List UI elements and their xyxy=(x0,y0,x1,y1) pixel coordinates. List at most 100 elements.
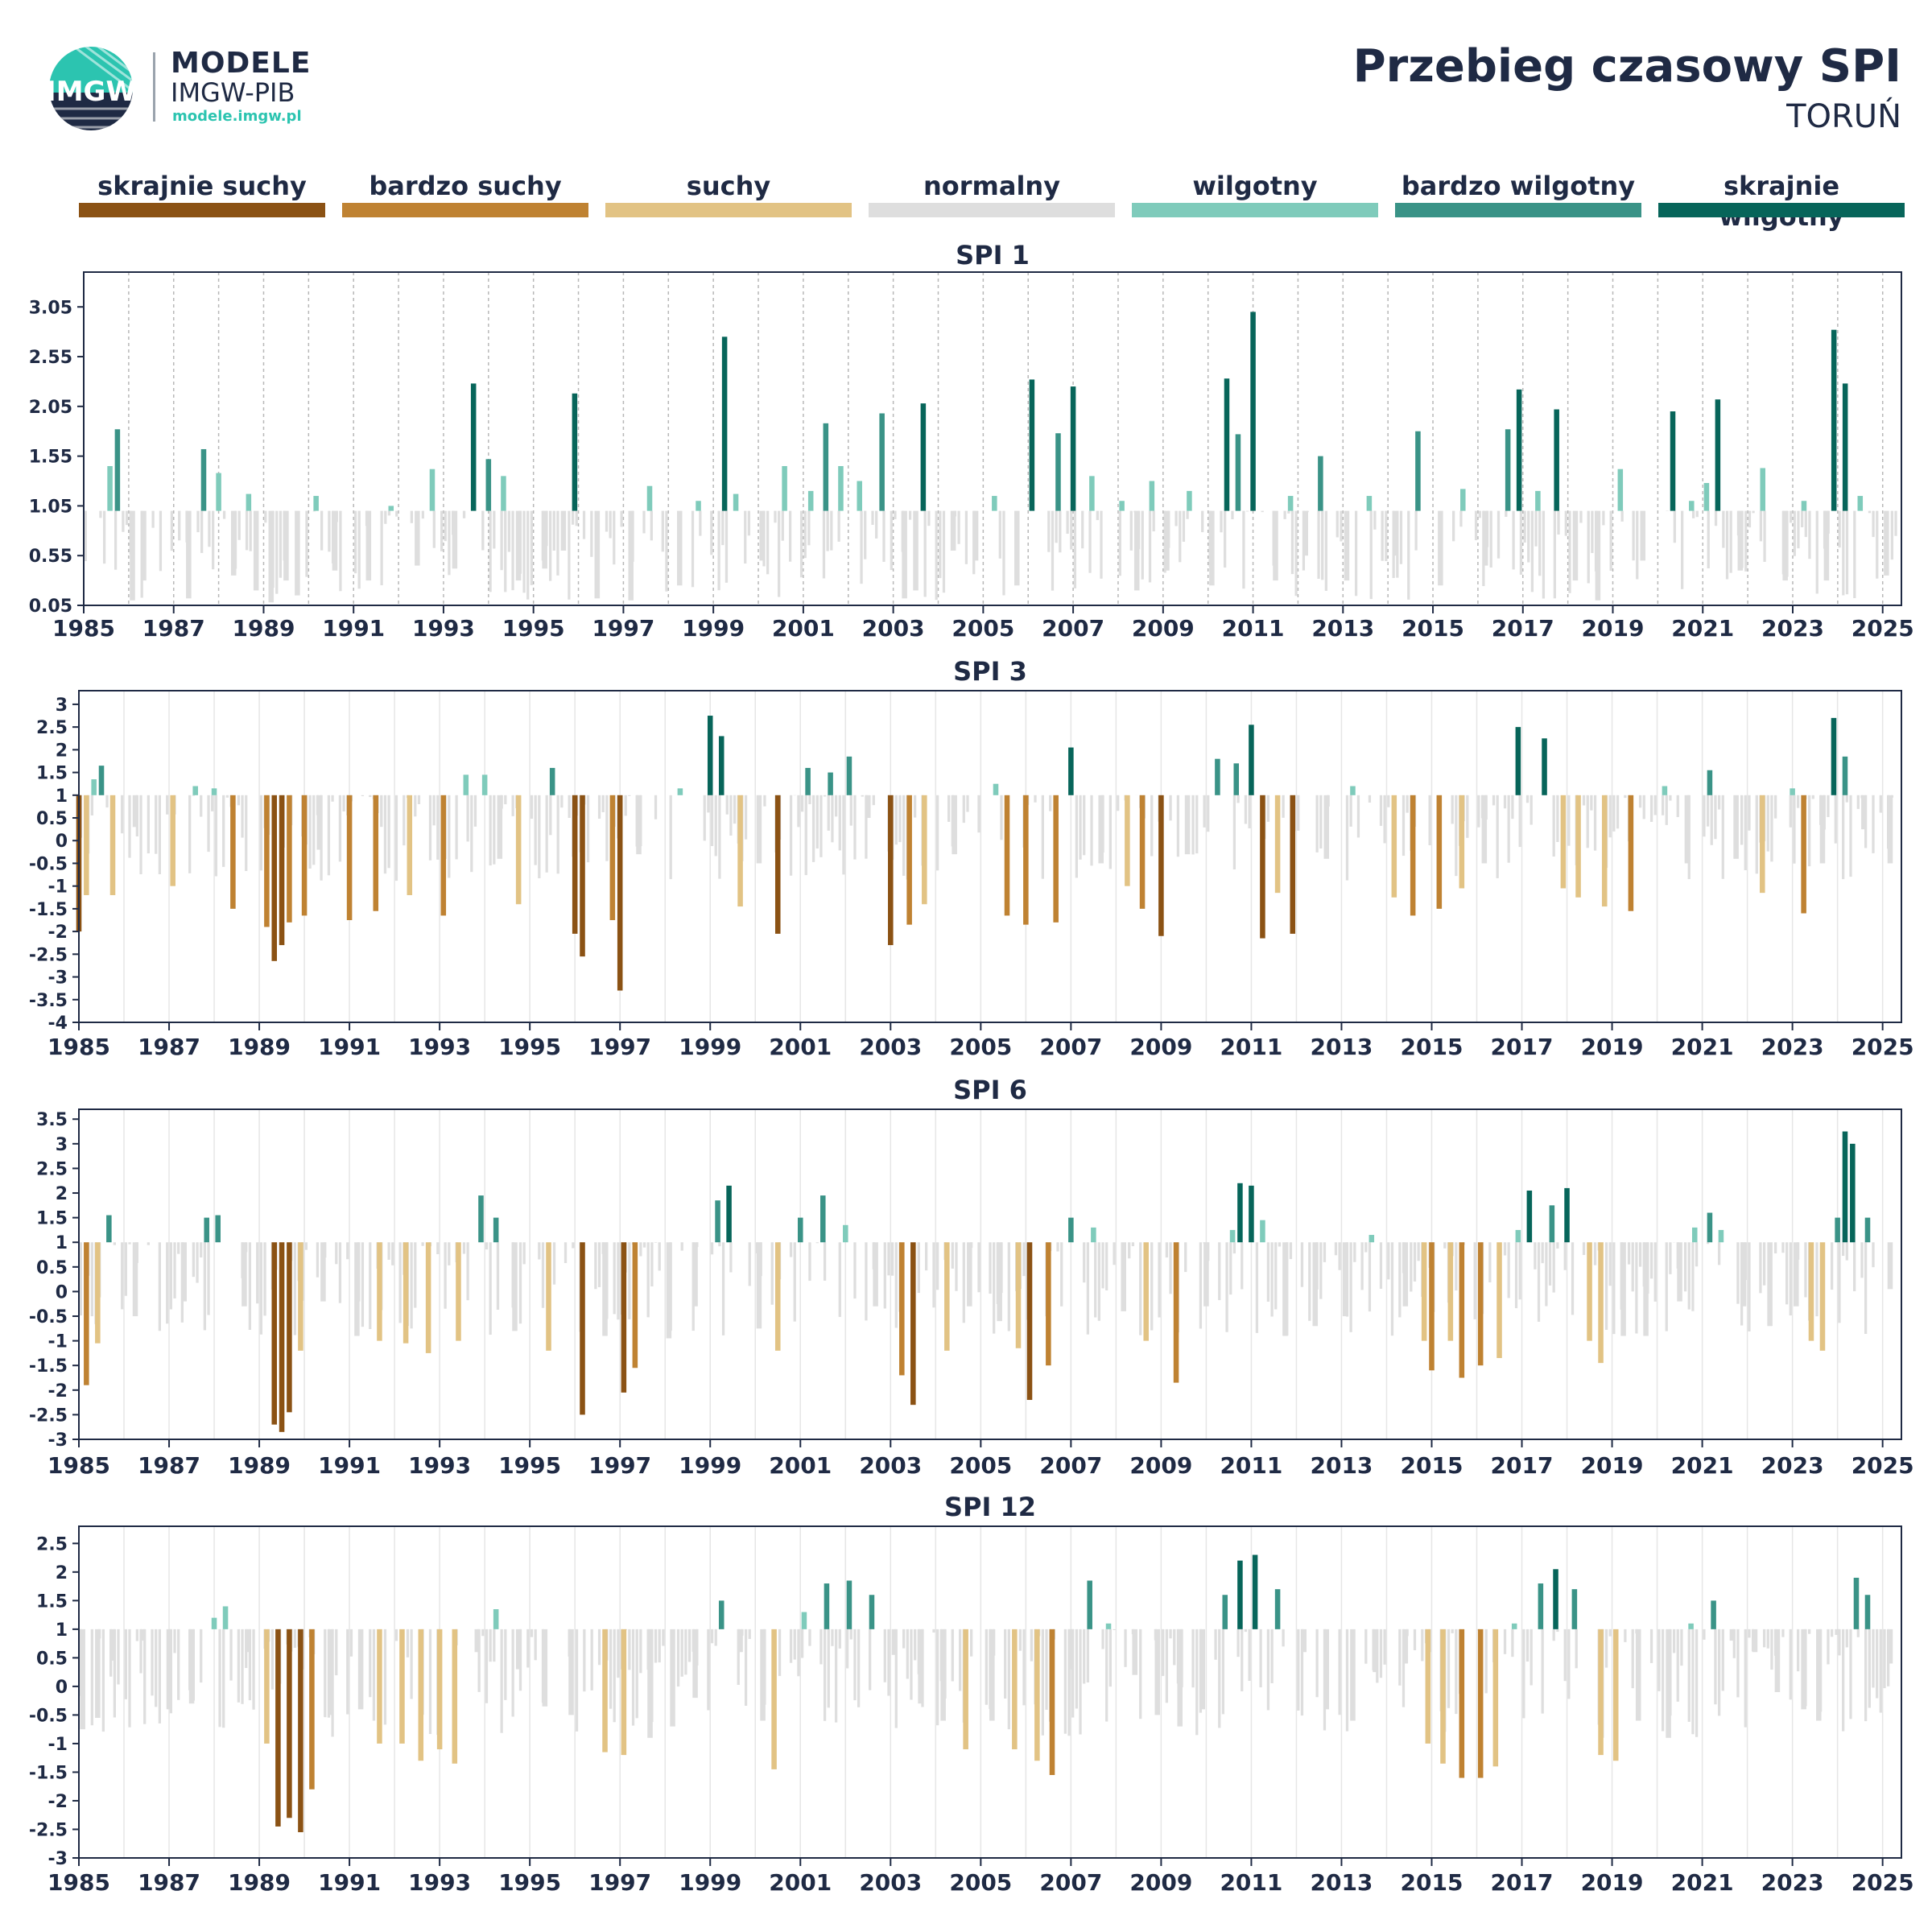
normal-bar xyxy=(1245,510,1249,512)
normal-bar xyxy=(455,795,458,860)
normal-bar xyxy=(1244,795,1248,824)
data-bar xyxy=(95,1629,101,1718)
data-bar xyxy=(1049,1629,1055,1775)
normal-bar xyxy=(489,510,492,592)
normal-bar xyxy=(1218,1629,1221,1728)
normal-bar xyxy=(1721,795,1724,879)
normal-bar xyxy=(1638,795,1642,808)
normal-bar xyxy=(617,1629,620,1678)
normal-bar xyxy=(1236,795,1240,803)
data-bar xyxy=(891,1629,898,1655)
data-bar xyxy=(726,1185,732,1243)
normal-bar xyxy=(564,1242,568,1264)
x-tick-label: 1997 xyxy=(592,615,654,642)
data-bar xyxy=(481,774,488,795)
normal-bar xyxy=(432,510,436,548)
data-bar xyxy=(756,1242,762,1329)
data-bar xyxy=(715,1200,720,1243)
data-bar xyxy=(677,788,683,795)
data-bar xyxy=(879,413,885,511)
normal-bar xyxy=(939,510,942,579)
data-bar xyxy=(106,1215,112,1243)
normal-bar xyxy=(1683,1242,1687,1292)
normal-bar xyxy=(808,795,811,804)
normal-bar xyxy=(583,1629,586,1692)
data-bar xyxy=(1598,1242,1604,1364)
data-bar xyxy=(388,506,394,511)
normal-bar xyxy=(1740,795,1744,845)
normal-bar xyxy=(962,1242,965,1323)
data-bar xyxy=(670,1629,675,1727)
normal-bar xyxy=(128,1242,131,1245)
normal-bar xyxy=(1390,1242,1394,1336)
normal-bar xyxy=(1703,795,1706,837)
normal-bar xyxy=(147,1242,150,1245)
normal-bar xyxy=(985,1629,988,1705)
normal-bar xyxy=(1417,1242,1420,1261)
normal-bar xyxy=(448,1242,451,1265)
normal-bar xyxy=(830,510,833,551)
normal-bar xyxy=(834,795,838,817)
normal-bar xyxy=(1620,510,1624,522)
normal-bar xyxy=(1681,510,1684,589)
normal-bar xyxy=(1278,1242,1282,1247)
data-bar xyxy=(170,795,175,886)
normal-bar xyxy=(1356,795,1360,838)
normal-bar xyxy=(1522,1629,1525,1719)
normal-bar xyxy=(101,1629,105,1732)
y-tick-label: 0.5 xyxy=(36,1258,68,1278)
normal-bar xyxy=(1808,510,1811,559)
normal-bar xyxy=(444,510,447,542)
data-bar xyxy=(737,1629,743,1653)
y-tick-label: -0.5 xyxy=(29,854,68,874)
normal-bar xyxy=(1725,510,1729,580)
normal-bar xyxy=(560,795,564,808)
data-bar xyxy=(906,795,912,925)
data-bar xyxy=(692,1242,698,1307)
normal-bar xyxy=(1387,795,1390,807)
normal-bar xyxy=(1556,1242,1559,1249)
data-bar xyxy=(474,1629,481,1653)
normal-bar xyxy=(1129,510,1133,551)
normal-bar xyxy=(462,510,466,518)
normal-bar xyxy=(586,795,590,863)
normal-bar xyxy=(1270,1242,1274,1317)
x-tick-label: 2021 xyxy=(1671,1869,1734,1896)
brand-url[interactable]: modele.imgw.pl xyxy=(172,108,302,125)
normal-bar xyxy=(402,795,406,846)
normal-bar xyxy=(338,1242,342,1303)
normal-bar xyxy=(631,1629,635,1726)
normal-bar xyxy=(304,1242,308,1250)
x-tick-label: 2001 xyxy=(769,1869,832,1896)
x-tick-label: 2015 xyxy=(1401,1034,1463,1060)
y-tick-label: 2 xyxy=(56,1184,68,1204)
data-bar xyxy=(463,774,469,795)
data-bar xyxy=(1707,770,1713,795)
normal-bar xyxy=(1582,1242,1586,1255)
normal-bar xyxy=(707,1629,710,1711)
data-bar xyxy=(1177,1629,1183,1727)
normal-bar xyxy=(1290,510,1294,575)
normal-bar xyxy=(1845,795,1848,803)
normal-bar xyxy=(1186,510,1189,519)
plot-frame xyxy=(78,690,1902,1023)
data-bar xyxy=(617,795,623,991)
normal-bar xyxy=(714,795,717,857)
normal-bar xyxy=(617,1242,620,1320)
normal-bar xyxy=(1266,1629,1270,1711)
normal-bar xyxy=(1687,1629,1690,1722)
data-bar xyxy=(132,795,138,828)
data-bar xyxy=(838,465,844,511)
data-bar xyxy=(1438,510,1443,586)
normal-bar xyxy=(192,1242,196,1278)
normal-bar xyxy=(822,510,826,579)
normal-bar xyxy=(744,1629,748,1706)
normal-bar xyxy=(84,510,87,561)
plot-frame xyxy=(83,271,1902,606)
normal-bar xyxy=(1781,1242,1785,1253)
x-tick-label: 2017 xyxy=(1491,1034,1554,1060)
normal-bar xyxy=(1063,1629,1067,1734)
normal-bar xyxy=(1527,510,1530,563)
normal-bar xyxy=(1360,1242,1364,1290)
